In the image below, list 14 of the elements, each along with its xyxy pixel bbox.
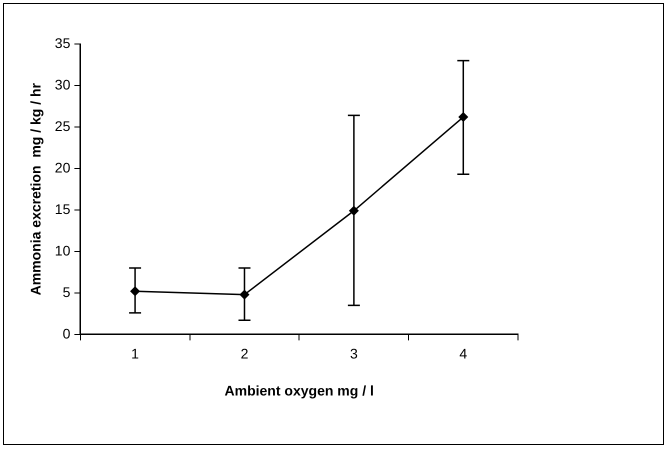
y-tick-label: 15 bbox=[54, 200, 71, 217]
y-tick-label: 10 bbox=[54, 242, 71, 258]
y-tick-label: 5 bbox=[62, 284, 71, 300]
x-tick-label: 4 bbox=[459, 346, 468, 362]
y-tick-label: 35 bbox=[54, 34, 71, 51]
x-tick-label: 2 bbox=[240, 346, 249, 362]
y-axis-title: Ammonia excretion mg / kg / hr bbox=[27, 82, 44, 296]
y-tick-label: 20 bbox=[54, 159, 71, 176]
y-tick-label: 0 bbox=[62, 325, 71, 342]
x-tick-label: 1 bbox=[131, 346, 140, 362]
y-tick-label: 25 bbox=[54, 118, 71, 134]
x-tick-label: 3 bbox=[350, 346, 358, 362]
x-axis-title: Ambient oxygen mg / l bbox=[224, 382, 374, 398]
y-tick-label: 30 bbox=[54, 76, 71, 92]
